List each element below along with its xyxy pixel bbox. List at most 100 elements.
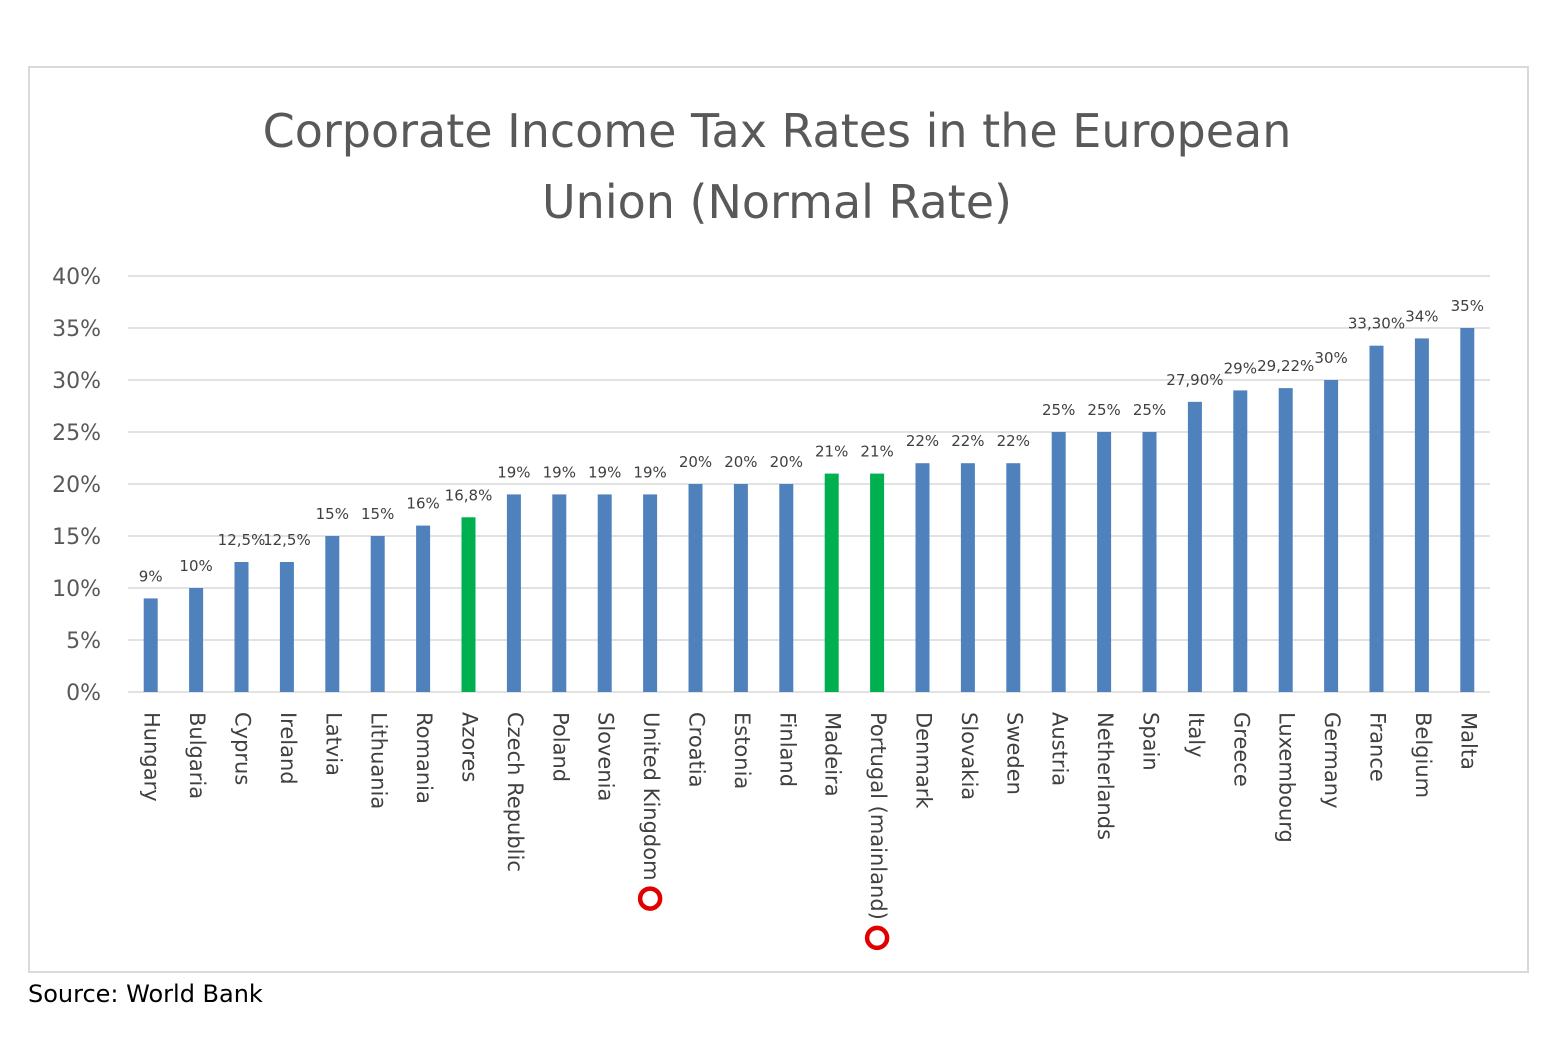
data-label: 20% [679, 453, 712, 471]
y-tick-label: 35% [52, 317, 101, 342]
marker-circle [637, 886, 663, 911]
x-tick-label: Madeira [821, 712, 845, 797]
source-note: Source: World Bank [28, 980, 263, 1008]
data-label: 19% [497, 463, 530, 481]
bar [779, 484, 794, 692]
bar [915, 463, 930, 692]
bar [1324, 380, 1339, 692]
x-tick-label: Belgium [1411, 712, 1435, 798]
bar [1187, 401, 1202, 692]
x-tick-label: Luxembourg [1275, 712, 1299, 843]
data-label: 19% [588, 463, 621, 481]
x-tick-label: Ireland [276, 712, 300, 785]
gridlines [128, 275, 1490, 693]
marker-circle [864, 925, 890, 951]
bar [733, 484, 748, 692]
bar [1051, 432, 1066, 692]
x-tick-label: Denmark [912, 712, 936, 809]
y-tick-label: 40% [52, 265, 101, 290]
x-axis-labels: Hungary Bulgaria Cyprus Ireland Latvia Lithua… [140, 712, 1481, 920]
x-tick-label: Greece [1229, 712, 1253, 787]
y-axis-ticks: 0% 5% 10% 15% 20% 25% 30% 35% 40% [52, 265, 101, 706]
bar [643, 494, 658, 692]
x-tick-label: Slovenia [594, 712, 618, 801]
data-label: 22% [906, 432, 939, 450]
x-tick-label: Germany [1320, 712, 1344, 809]
bar [234, 562, 249, 692]
bar [597, 494, 612, 692]
bars [143, 328, 1475, 692]
data-label: 15% [316, 505, 349, 523]
y-tick-label: 10% [52, 577, 101, 602]
x-tick-label: Romania [412, 712, 436, 804]
bar [1142, 432, 1157, 692]
bar [960, 463, 975, 692]
bar [1233, 390, 1248, 692]
data-label: 16% [406, 495, 439, 513]
data-label: 25% [1042, 401, 1075, 419]
chart-title-line-2: Union (Normal Rate) [542, 175, 1012, 229]
data-label: 12,5% [263, 531, 311, 549]
x-tick-label: France [1366, 712, 1390, 782]
bar [1006, 463, 1021, 692]
x-tick-label: Cyprus [231, 712, 255, 785]
x-tick-label: United Kingdom [639, 712, 663, 881]
bar [461, 517, 476, 692]
bar [506, 494, 521, 692]
x-tick-label: Netherlands [1093, 712, 1117, 840]
chart-title-line-1: Corporate Income Tax Rates in the Europe… [263, 104, 1292, 158]
bar [1460, 328, 1475, 692]
data-label: 34% [1405, 307, 1438, 325]
bar [824, 473, 839, 692]
y-tick-label: 15% [52, 525, 101, 550]
data-label: 22% [997, 432, 1030, 450]
bar [688, 484, 703, 692]
x-tick-label: Croatia [685, 712, 709, 788]
bar [370, 536, 385, 692]
bar [1097, 432, 1112, 692]
annotation-markers [637, 886, 890, 951]
x-tick-label: Portugal (mainland) [866, 712, 890, 920]
bar [870, 473, 885, 692]
data-label: 22% [951, 432, 984, 450]
data-labels: 9%10%12,5%12,5%15% 15%16% 16,8%19% 19% 19% 19… [139, 297, 1484, 585]
y-tick-label: 5% [66, 629, 101, 654]
x-tick-label: Slovakia [957, 712, 981, 800]
bar [325, 536, 340, 692]
bar [1278, 388, 1293, 692]
data-label: 9% [139, 567, 163, 585]
data-label: 33,30% [1348, 315, 1405, 333]
y-tick-label: 25% [52, 421, 101, 446]
bar [143, 598, 158, 692]
data-label: 27,90% [1166, 371, 1223, 389]
data-label: 21% [815, 443, 848, 461]
x-tick-label: Malta [1456, 712, 1480, 770]
data-label: 35% [1451, 297, 1484, 315]
x-tick-label: Czech Republic [503, 712, 527, 872]
data-label: 21% [860, 443, 893, 461]
data-label: 25% [1087, 401, 1120, 419]
data-label: 20% [724, 453, 757, 471]
y-tick-label: 0% [66, 681, 101, 706]
bar [1414, 338, 1429, 692]
x-tick-label: Estonia [730, 712, 754, 789]
bar [1369, 345, 1384, 692]
data-label: 25% [1133, 401, 1166, 419]
bar [189, 588, 204, 692]
chart-frame [28, 66, 1529, 973]
x-tick-label: Finland [775, 712, 799, 787]
x-tick-label: Latvia [321, 712, 345, 776]
data-label: 16,8% [445, 486, 493, 504]
data-label: 19% [543, 463, 576, 481]
x-tick-label: Bulgaria [185, 712, 209, 799]
data-label: 15% [361, 505, 394, 523]
bar [552, 494, 567, 692]
bar [279, 562, 294, 692]
x-tick-label: Poland [548, 712, 572, 782]
x-tick-label: Sweden [1002, 712, 1026, 795]
data-label: 29% [1224, 359, 1257, 377]
x-tick-label: Azores [458, 712, 482, 782]
x-tick-label: Italy [1184, 712, 1208, 758]
data-label: 12,5% [218, 531, 266, 549]
